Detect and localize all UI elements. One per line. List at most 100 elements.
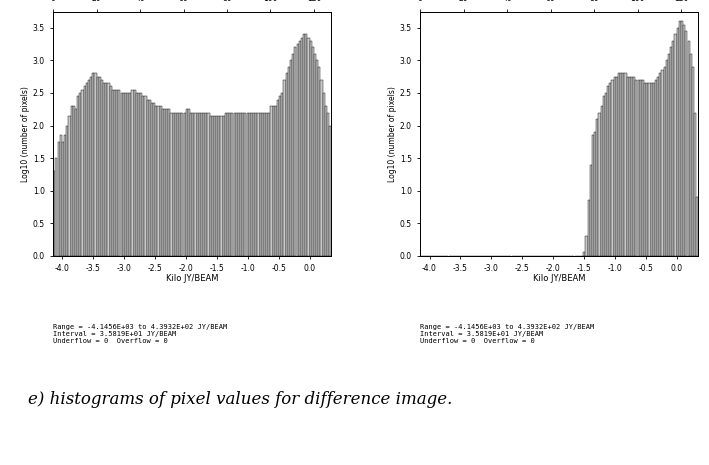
- Bar: [661, 70, 664, 256]
- Bar: [94, 73, 96, 256]
- Bar: [182, 113, 184, 256]
- Bar: [216, 116, 218, 256]
- Bar: [273, 106, 275, 256]
- Bar: [179, 113, 182, 256]
- Bar: [303, 34, 305, 256]
- Bar: [676, 28, 679, 256]
- Bar: [227, 113, 229, 256]
- Bar: [325, 106, 327, 256]
- Bar: [238, 113, 240, 256]
- Bar: [175, 113, 177, 256]
- Bar: [203, 113, 205, 256]
- Bar: [220, 116, 223, 256]
- Bar: [292, 54, 294, 256]
- Bar: [672, 41, 674, 256]
- Bar: [620, 73, 623, 256]
- Bar: [310, 41, 312, 256]
- Bar: [64, 135, 66, 256]
- Bar: [674, 34, 676, 256]
- Bar: [664, 67, 666, 256]
- Bar: [201, 113, 203, 256]
- Bar: [96, 77, 99, 256]
- Bar: [692, 67, 694, 256]
- Bar: [229, 113, 231, 256]
- Text: Range = -4.1456E+03 to 4.3932E+02 JY/BEAM
Interval = 3.5819E+01 JY/BEAM
Underflo: Range = -4.1456E+03 to 4.3932E+02 JY/BEA…: [53, 324, 228, 344]
- Bar: [92, 73, 94, 256]
- Bar: [192, 113, 194, 256]
- Bar: [653, 83, 655, 256]
- Bar: [327, 113, 329, 256]
- Bar: [118, 90, 121, 256]
- Bar: [323, 93, 325, 256]
- Bar: [57, 142, 60, 256]
- X-axis label: Kilo JY/BEAM: Kilo JY/BEAM: [533, 274, 586, 284]
- Bar: [90, 77, 92, 256]
- Bar: [320, 80, 323, 256]
- Bar: [218, 116, 220, 256]
- Bar: [688, 41, 690, 256]
- Bar: [164, 109, 166, 256]
- Bar: [605, 93, 607, 256]
- Bar: [590, 165, 592, 256]
- Bar: [655, 80, 657, 256]
- Bar: [77, 96, 79, 256]
- Bar: [277, 100, 279, 256]
- Bar: [694, 113, 696, 256]
- Bar: [121, 93, 123, 256]
- Bar: [138, 93, 140, 256]
- Bar: [240, 113, 242, 256]
- Bar: [99, 77, 101, 256]
- Bar: [162, 109, 164, 256]
- Bar: [223, 116, 225, 256]
- Bar: [633, 77, 635, 256]
- Bar: [245, 113, 247, 256]
- Bar: [281, 93, 284, 256]
- Bar: [305, 34, 307, 256]
- Bar: [613, 77, 615, 256]
- Bar: [607, 86, 609, 256]
- Bar: [114, 90, 116, 256]
- Bar: [235, 113, 238, 256]
- Bar: [312, 47, 314, 256]
- Bar: [659, 73, 661, 256]
- Bar: [127, 93, 129, 256]
- Bar: [55, 158, 57, 256]
- Bar: [268, 113, 270, 256]
- Bar: [129, 93, 131, 256]
- Bar: [133, 90, 135, 256]
- Bar: [290, 60, 292, 256]
- Bar: [251, 113, 253, 256]
- Bar: [160, 106, 162, 256]
- Bar: [140, 93, 143, 256]
- Bar: [588, 200, 590, 256]
- Bar: [592, 135, 594, 256]
- Bar: [208, 113, 210, 256]
- Bar: [214, 116, 216, 256]
- Bar: [318, 67, 320, 256]
- Bar: [657, 77, 659, 256]
- Bar: [184, 113, 186, 256]
- Bar: [188, 109, 190, 256]
- Bar: [210, 116, 212, 256]
- Bar: [106, 83, 108, 256]
- Bar: [264, 113, 266, 256]
- Bar: [270, 106, 272, 256]
- Bar: [616, 77, 618, 256]
- Bar: [329, 126, 331, 256]
- Bar: [308, 38, 310, 256]
- Bar: [668, 54, 670, 256]
- Bar: [288, 67, 290, 256]
- Bar: [247, 113, 249, 256]
- Bar: [262, 113, 264, 256]
- Bar: [84, 86, 86, 256]
- Bar: [284, 80, 286, 256]
- Bar: [149, 100, 151, 256]
- Text: Range = -4.1456E+03 to 4.3932E+02 JY/BEAM
Interval = 3.5819E+01 JY/BEAM
Underflo: Range = -4.1456E+03 to 4.3932E+02 JY/BEA…: [420, 324, 595, 344]
- Bar: [157, 106, 160, 256]
- Bar: [112, 90, 114, 256]
- Bar: [88, 80, 90, 256]
- Bar: [170, 113, 172, 256]
- Bar: [233, 113, 235, 256]
- Bar: [199, 113, 201, 256]
- Bar: [629, 77, 631, 256]
